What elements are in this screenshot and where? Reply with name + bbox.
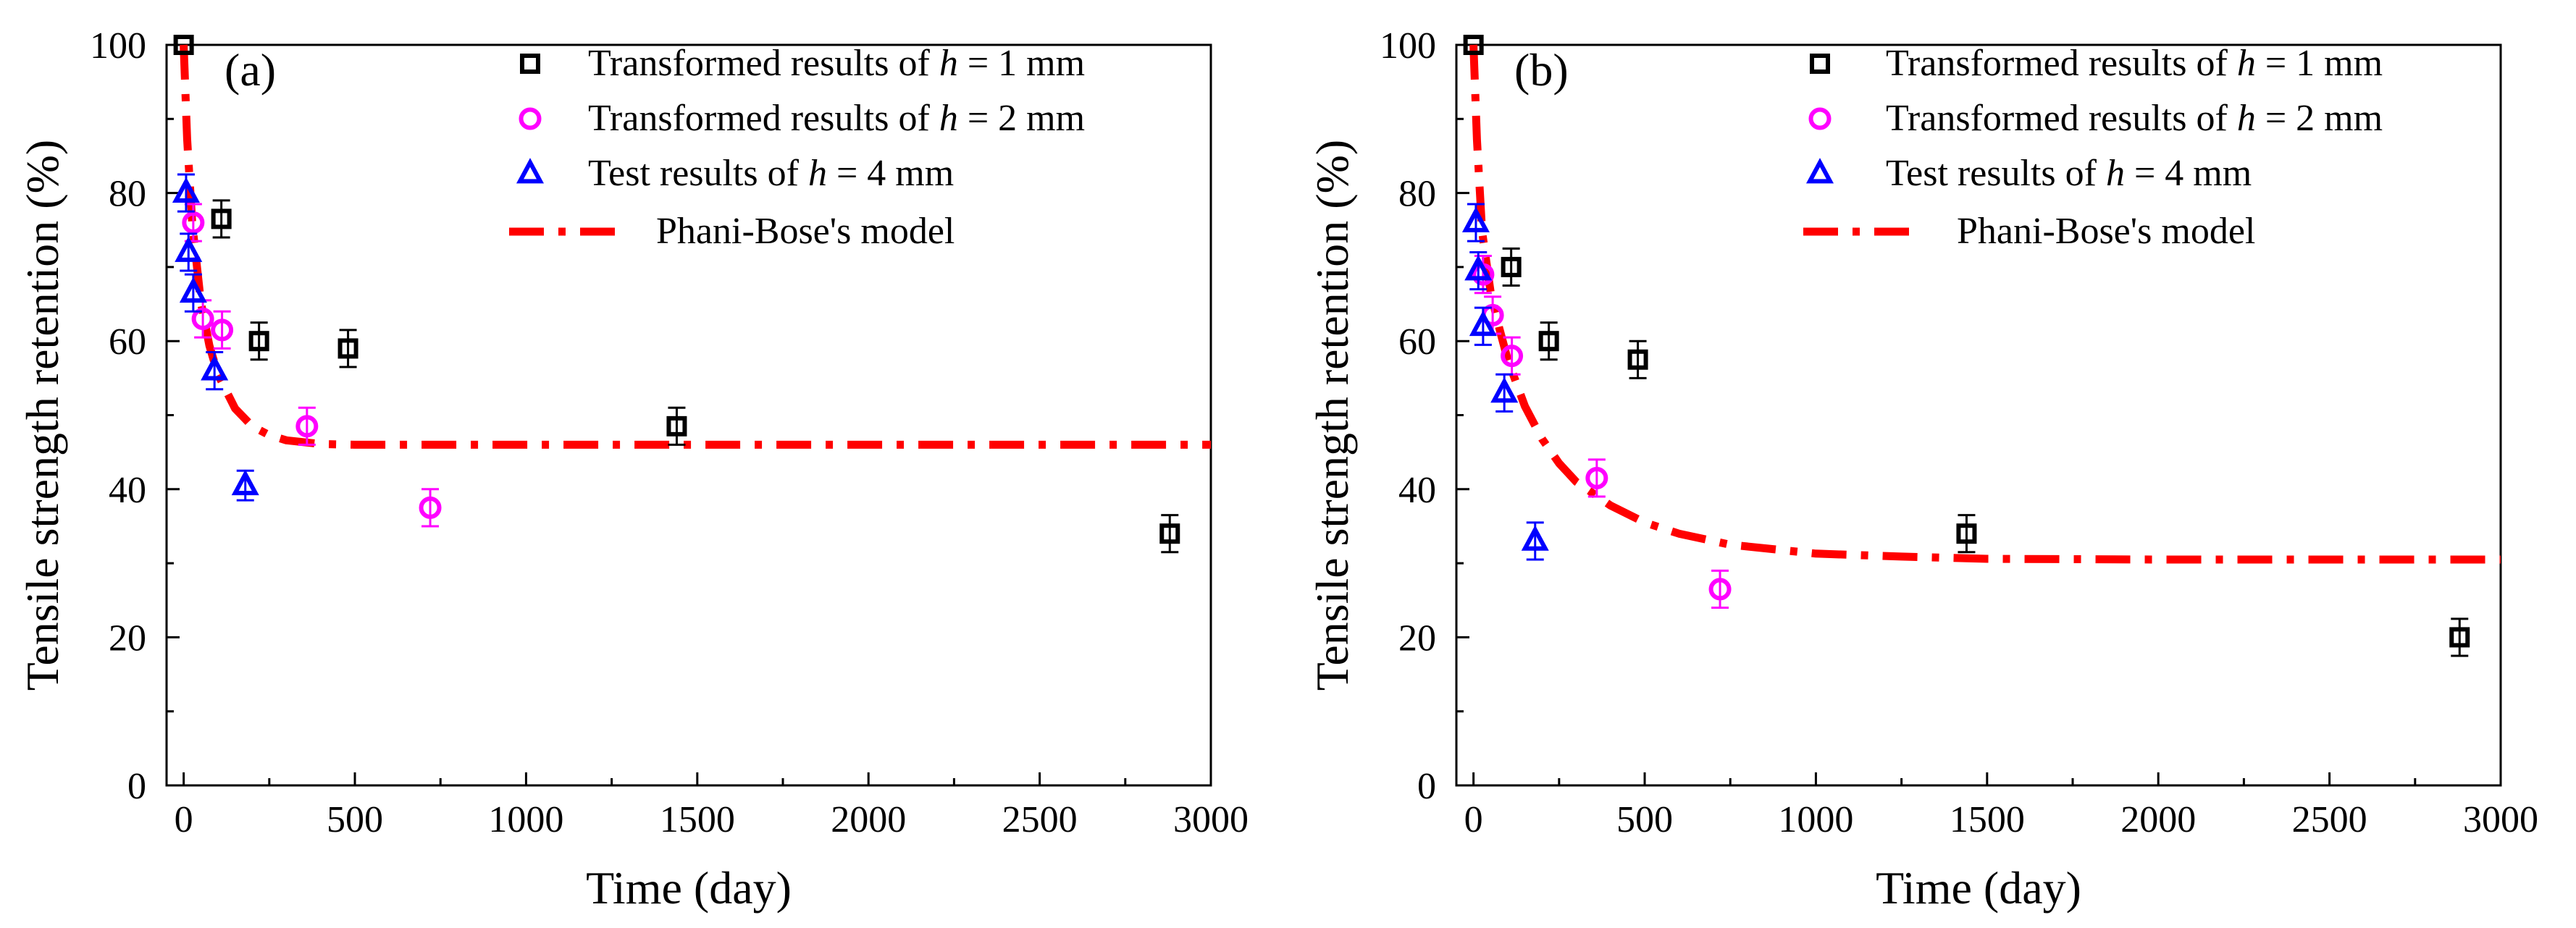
panel-b-h2-point [1501, 345, 1524, 368]
panel-a: 0 500 1000 1500 2000 2500 3000 0 20 40 60 80 100 (a)… [17, 25, 1249, 914]
panel-b-x-tick-label: 1500 [1950, 799, 2025, 840]
panel-b-x-tick-label: 2000 [2120, 799, 2196, 840]
panel-b-y-tick-label: 0 [1417, 766, 1436, 807]
panel-b-h2-point [1708, 578, 1732, 601]
panel-a-y-tick-label: 80 [109, 174, 146, 215]
panel-a-legend-h1-marker [520, 54, 540, 74]
panel-a-h1-point [248, 331, 269, 352]
panel-a-h2-point [182, 211, 205, 235]
panel-a-legend-h1-text: Transformed results of h = 1 mm [588, 43, 1085, 84]
panel-b-y-tick-label: 80 [1398, 174, 1436, 215]
panel-a-h1-point [666, 416, 687, 436]
panel-a-x-tick-label: 1000 [488, 799, 563, 840]
panel-b-y-tick-label: 100 [1380, 25, 1436, 67]
panel-b-legend-h2-text: Transformed results of h = 2 mm [1886, 98, 2383, 139]
panel-a-label: (a) [225, 44, 276, 96]
panel-a-h1-point [211, 208, 232, 229]
panel-b-h1-point [1627, 349, 1648, 370]
panel-a-x-tick-label: 2000 [831, 799, 906, 840]
panel-b-y-tick-label: 20 [1398, 617, 1436, 659]
panel-a-h4-point [175, 236, 203, 262]
panel-b-h2-point [1585, 466, 1608, 489]
panel-b-y-tick-label: 40 [1398, 470, 1436, 511]
panel-a-x-tick-label: 500 [327, 799, 383, 840]
panel-a-legend-h2-text: Transformed results of h = 2 mm [588, 98, 1085, 139]
panel-a-legend-h2-marker [519, 107, 542, 130]
panel-b-h1-point [1956, 523, 1977, 544]
panel-a-y-tick-label: 60 [109, 321, 146, 363]
panel-a-h4-point [231, 469, 259, 496]
panel-a-y-tick-label: 40 [109, 470, 146, 511]
panel-b-x-tick-label: 0 [1464, 799, 1483, 840]
panel-b: 0 500 1000 1500 2000 2500 3000 0 20 40 60 80 100 (b)… [1306, 25, 2538, 914]
panel-a-h1-point [337, 338, 358, 359]
panel-b-h1-point [1501, 256, 1522, 277]
panel-a-y-axis-title: Tensile strength retention (%) [17, 140, 68, 691]
panel-a-x-tick-label: 0 [175, 799, 193, 840]
panel-b-legend-h2-marker [1808, 107, 1832, 130]
panel-a-h2-point [191, 308, 214, 331]
panel-b-x-tick-label: 2500 [2292, 799, 2367, 840]
panel-a-legend: Transformed results of h = 1 mm Transfor… [509, 43, 1085, 252]
panel-a-x-tick-label: 1500 [660, 799, 735, 840]
panel-b-y-tick-label: 60 [1398, 321, 1436, 363]
panel-b-h1-point [1463, 35, 1484, 55]
panel-b-h4-point [1469, 310, 1497, 337]
panel-b-legend-h1-text: Transformed results of h = 1 mm [1886, 43, 2383, 84]
panel-b-h4-point [1461, 206, 1490, 232]
panel-b-legend-h4-marker [1805, 158, 1834, 184]
panel-b-x-tick-label: 1000 [1778, 799, 1853, 840]
panel-a-h2-point [295, 415, 319, 438]
panel-a-h2-point [211, 319, 234, 342]
panel-b-model-curve [1469, 44, 2501, 564]
panel-b-h4-point [1490, 376, 1519, 403]
panel-a-x-axis-title: Time (day) [586, 862, 792, 914]
panel-a-legend-model-text: Phani-Bose's model [656, 211, 955, 252]
panel-a-y-tick-label: 100 [90, 25, 146, 67]
panel-b-h4-point [1464, 255, 1493, 281]
panel-b-h4-point [1521, 525, 1549, 551]
panel-b-legend-model-text: Phani-Bose's model [1957, 211, 2255, 252]
panel-a-legend-h4-marker [516, 158, 545, 184]
panel-b-x-tick-label: 500 [1616, 799, 1673, 840]
panel-b-label: (b) [1514, 44, 1569, 96]
panel-b-x-axis-title: Time (day) [1876, 862, 2081, 914]
panel-b-legend-h4-text: Test results of h = 4 mm [1886, 153, 2252, 194]
panel-b-h1-point [2449, 627, 2470, 648]
panel-a-h1-point [1159, 523, 1180, 544]
panel-a-h4-point [179, 277, 207, 303]
panel-a-y-tick-label: 0 [127, 766, 146, 807]
panel-a-legend-h4-text: Test results of h = 4 mm [588, 153, 954, 194]
panel-b-legend-h1-marker [1810, 54, 1830, 74]
panel-a-h4-point [201, 355, 229, 381]
panel-a-x-tick-label: 2500 [1002, 799, 1078, 840]
panel-b-x-tick-label: 3000 [2463, 799, 2538, 840]
panel-a-y-tick-label: 20 [109, 617, 146, 659]
panel-b-legend: Transformed results of h = 1 mm Transfor… [1803, 43, 2383, 252]
panel-a-h4-point [172, 177, 200, 203]
panel-a-h2-point [419, 496, 442, 519]
panel-a-h1-point [173, 35, 194, 55]
panel-b-y-axis-title: Tensile strength retention (%) [1306, 140, 1358, 691]
panel-b-h1-point [1538, 331, 1559, 352]
panel-a-x-tick-label: 3000 [1173, 799, 1249, 840]
